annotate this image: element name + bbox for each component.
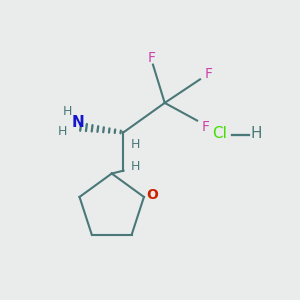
Text: H: H xyxy=(251,126,262,141)
Text: N: N xyxy=(71,115,84,130)
Text: F: F xyxy=(204,67,212,81)
Text: H: H xyxy=(63,105,72,118)
Text: H: H xyxy=(58,125,67,138)
Text: O: O xyxy=(146,188,158,203)
Text: F: F xyxy=(148,51,155,65)
Text: H: H xyxy=(131,138,141,151)
Text: H: H xyxy=(131,160,141,173)
Text: Cl: Cl xyxy=(212,126,226,141)
Text: F: F xyxy=(201,120,209,134)
